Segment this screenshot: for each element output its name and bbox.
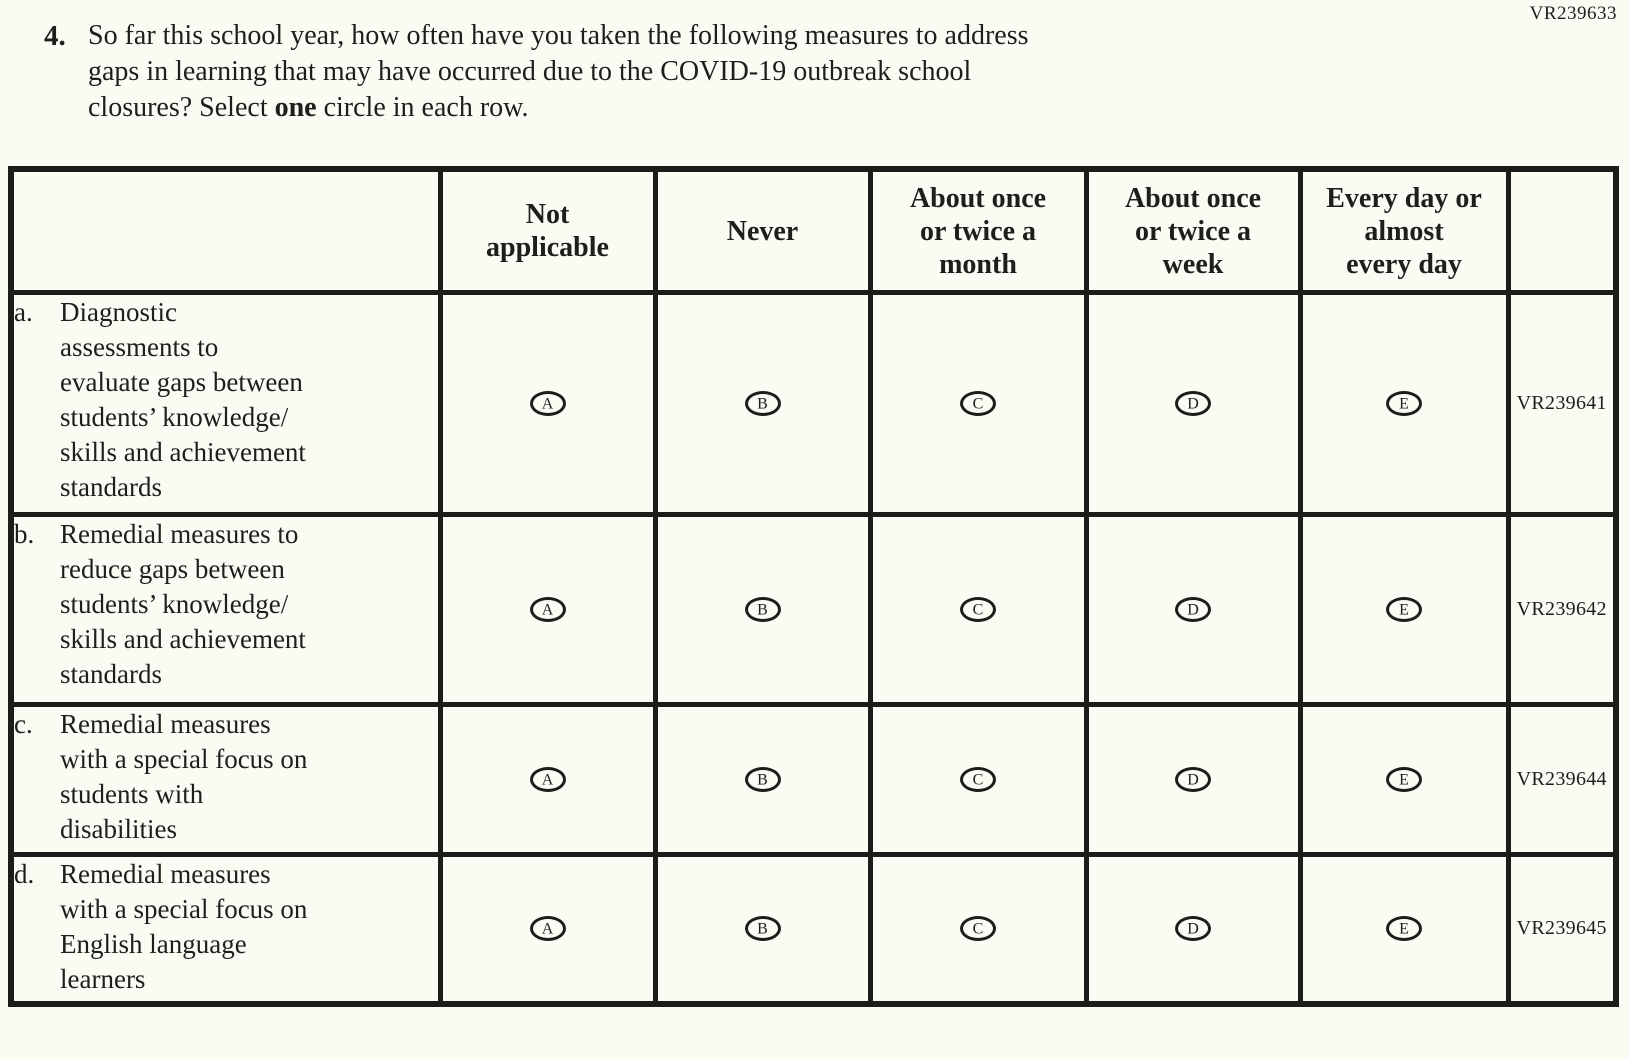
response-grid: Not applicable Never About once or twice… xyxy=(8,166,1619,1007)
row-c-marker: c. xyxy=(14,709,33,739)
row-d-label: Remedial measures with a special focus o… xyxy=(60,859,308,994)
header-row: Not applicable Never About once or twice… xyxy=(8,166,1619,295)
table-row-a: a. Diagnostic assessments to evaluate ga… xyxy=(8,290,1619,517)
row-a-cell-once-twice-week: D xyxy=(1083,290,1303,517)
col-header-once-twice-week: About once or twice a week xyxy=(1083,166,1303,295)
row-a-label-cell: a. Diagnostic assessments to evaluate ga… xyxy=(8,290,443,517)
row-a-label: Diagnostic assessments to evaluate gaps … xyxy=(60,297,306,502)
row-c-option-bubble-C[interactable]: C xyxy=(960,767,996,792)
col-header-never: Never xyxy=(652,166,873,295)
row-c-cell-once-twice-month: C xyxy=(867,702,1089,857)
row-c-option-bubble-A[interactable]: A xyxy=(529,767,566,792)
row-c-label-cell: c. Remedial measures with a special focu… xyxy=(8,702,443,857)
row-b-option-bubble-D[interactable]: D xyxy=(1175,597,1211,622)
row-d-option-bubble-D[interactable]: D xyxy=(1175,916,1211,942)
row-d-option-bubble-C[interactable]: C xyxy=(960,916,996,942)
row-b-option-bubble-B[interactable]: B xyxy=(744,597,781,622)
question-text-start: So far this school year, how often have … xyxy=(88,20,1029,123)
row-a-option-bubble-B[interactable]: B xyxy=(744,391,781,416)
question-text: So far this school year, how often have … xyxy=(88,18,1029,126)
row-a-cell-never: B xyxy=(652,290,873,517)
col-header-not-applicable: Not applicable xyxy=(437,166,658,295)
row-c-cell-once-twice-week: D xyxy=(1083,702,1303,857)
form-code: VR239633 xyxy=(1529,3,1617,24)
row-b-option-bubble-A[interactable]: A xyxy=(529,597,566,622)
row-a-cell-not-applicable: A xyxy=(437,290,658,517)
question-text-end: circle in each row. xyxy=(316,92,529,123)
row-c-option-bubble-D[interactable]: D xyxy=(1175,767,1211,792)
row-a-code: VR239641 xyxy=(1505,290,1619,517)
row-a-option-bubble-A[interactable]: A xyxy=(529,391,566,416)
row-d-cell-once-twice-month: C xyxy=(867,852,1089,1006)
row-d-label-cell: d. Remedial measures with a special focu… xyxy=(8,852,443,1006)
code-column-header xyxy=(1505,166,1619,295)
col-header-every-day: Every day or almost every day xyxy=(1297,166,1511,295)
row-b-cell-not-applicable: A xyxy=(437,512,658,707)
row-d-cell-not-applicable: A xyxy=(437,852,658,1006)
question-block: 4. So far this school year, how often ha… xyxy=(44,18,1029,126)
row-b-label-cell: b. Remedial measures to reduce gaps betw… xyxy=(8,512,443,707)
stub-header-cell xyxy=(8,166,443,295)
question-text-bold-word: one xyxy=(274,92,317,123)
row-c-label: Remedial measures with a special focus o… xyxy=(60,709,308,844)
row-a-option-bubble-D[interactable]: D xyxy=(1175,391,1211,416)
row-c-option-bubble-B[interactable]: B xyxy=(744,767,781,792)
row-a-cell-once-twice-month: C xyxy=(867,290,1089,517)
row-b-cell-once-twice-week: D xyxy=(1083,512,1303,707)
row-b-marker: b. xyxy=(14,519,35,549)
row-a-marker: a. xyxy=(14,297,33,327)
row-d-option-bubble-E[interactable]: E xyxy=(1386,916,1422,942)
row-a-option-bubble-C[interactable]: C xyxy=(960,391,996,416)
table-row-d: d. Remedial measures with a special focu… xyxy=(8,852,1619,1006)
row-b-cell-every-day: E xyxy=(1297,512,1511,707)
row-a-option-bubble-E[interactable]: E xyxy=(1386,391,1422,416)
row-d-marker: d. xyxy=(14,859,35,889)
row-d-option-bubble-A[interactable]: A xyxy=(529,916,566,942)
row-c-cell-not-applicable: A xyxy=(437,702,658,857)
row-d-code: VR239645 xyxy=(1505,852,1619,1006)
row-b-code: VR239642 xyxy=(1505,512,1619,707)
row-d-option-bubble-B[interactable]: B xyxy=(744,916,781,942)
col-header-once-twice-month: About once or twice a month xyxy=(867,166,1089,295)
row-c-option-bubble-E[interactable]: E xyxy=(1386,767,1422,792)
table-row-b: b. Remedial measures to reduce gaps betw… xyxy=(8,512,1619,707)
row-b-option-bubble-C[interactable]: C xyxy=(960,597,996,622)
row-c-cell-every-day: E xyxy=(1297,702,1511,857)
row-d-cell-never: B xyxy=(652,852,873,1006)
row-b-label: Remedial measures to reduce gaps between… xyxy=(60,519,306,689)
row-c-cell-never: B xyxy=(652,702,873,857)
row-c-code: VR239644 xyxy=(1505,702,1619,857)
row-a-cell-every-day: E xyxy=(1297,290,1511,517)
question-number: 4. xyxy=(44,20,66,52)
row-b-option-bubble-E[interactable]: E xyxy=(1386,597,1422,622)
row-d-cell-every-day: E xyxy=(1297,852,1511,1006)
row-d-cell-once-twice-week: D xyxy=(1083,852,1303,1006)
row-b-cell-once-twice-month: C xyxy=(867,512,1089,707)
row-b-cell-never: B xyxy=(652,512,873,707)
table-row-c: c. Remedial measures with a special focu… xyxy=(8,702,1619,857)
